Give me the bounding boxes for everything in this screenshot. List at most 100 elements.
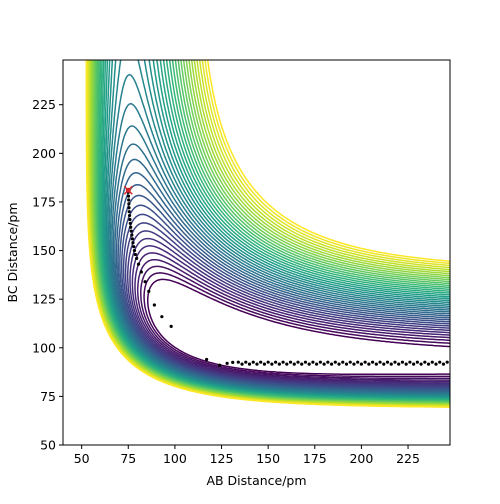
contour-line bbox=[119, 194, 450, 391]
trajectory-point bbox=[127, 206, 131, 210]
trajectory-point bbox=[300, 362, 304, 366]
trajectory-point bbox=[397, 362, 401, 366]
trajectory-point bbox=[205, 357, 209, 362]
trajectory-point bbox=[348, 360, 352, 364]
trajectory-point bbox=[385, 360, 390, 364]
trajectory-point bbox=[400, 360, 405, 364]
trajectory-point bbox=[277, 362, 281, 366]
trajectory-point bbox=[363, 360, 367, 364]
x-tick-label: 200 bbox=[349, 451, 373, 466]
trajectory-point bbox=[225, 361, 229, 365]
trajectory-point bbox=[266, 360, 270, 364]
contour-line bbox=[140, 265, 450, 380]
y-tick-label: 100 bbox=[32, 340, 56, 355]
y-tick-label: 150 bbox=[32, 243, 56, 258]
trajectory-point bbox=[240, 362, 244, 366]
trajectory-point bbox=[430, 360, 434, 364]
trajectory-point bbox=[127, 198, 131, 202]
trajectory-point bbox=[303, 360, 308, 364]
contour-line bbox=[131, 245, 450, 384]
trajectory-point bbox=[292, 362, 296, 366]
trajectory-point bbox=[356, 360, 360, 364]
trajectory-point bbox=[136, 262, 141, 266]
trajectory-point bbox=[218, 363, 222, 367]
trajectory-point bbox=[247, 362, 252, 366]
trajectory-point bbox=[131, 241, 135, 245]
trajectory-point bbox=[132, 248, 137, 253]
trajectory-point bbox=[415, 360, 419, 364]
trajectory-point bbox=[274, 360, 278, 364]
trajectory-point bbox=[169, 324, 173, 328]
contour-line bbox=[120, 204, 450, 390]
contour-line bbox=[136, 258, 450, 381]
trajectory-point bbox=[352, 362, 356, 366]
trajectory-point bbox=[412, 362, 416, 366]
trajectory-point bbox=[296, 360, 300, 364]
trajectory-point bbox=[307, 362, 311, 366]
plot-area bbox=[85, 60, 450, 408]
trajectory-point bbox=[329, 362, 334, 366]
trajectory-point bbox=[231, 360, 235, 364]
x-tick-label: 225 bbox=[396, 451, 420, 466]
trajectory-point bbox=[389, 362, 393, 366]
trajectory-point bbox=[393, 360, 397, 364]
y-tick-label: 125 bbox=[32, 292, 56, 307]
trajectory-point bbox=[143, 280, 147, 284]
trajectory-point bbox=[127, 210, 131, 214]
x-tick-label: 175 bbox=[303, 451, 327, 466]
contour-line bbox=[122, 213, 450, 389]
trajectory-point bbox=[160, 315, 164, 319]
trajectory-point bbox=[133, 252, 137, 257]
trajectory-point bbox=[419, 362, 423, 366]
y-tick-label: 175 bbox=[32, 194, 56, 209]
trajectory-point bbox=[441, 362, 446, 366]
trajectory-point bbox=[132, 245, 136, 249]
trajectory-point bbox=[408, 360, 412, 364]
trajectory-point bbox=[255, 362, 259, 366]
trajectory-point bbox=[434, 362, 438, 366]
trajectory-point bbox=[371, 360, 375, 364]
trajectory-point bbox=[378, 360, 382, 364]
y-tick-label: 225 bbox=[32, 97, 56, 112]
trajectory-point bbox=[128, 217, 132, 222]
trajectory-point bbox=[344, 362, 349, 366]
trajectory-point bbox=[374, 362, 378, 366]
trajectory-point bbox=[270, 362, 274, 366]
contour-line bbox=[129, 237, 450, 386]
trajectory-point bbox=[152, 303, 156, 307]
contour-line bbox=[115, 172, 450, 393]
trajectory-point bbox=[326, 360, 330, 364]
trajectory-point bbox=[129, 225, 133, 229]
trajectory-point bbox=[236, 360, 240, 364]
trajectory-point bbox=[322, 362, 326, 366]
contour-line bbox=[117, 183, 450, 392]
trajectory-point bbox=[251, 360, 255, 364]
trajectory-point bbox=[285, 362, 289, 366]
trajectory-point bbox=[129, 229, 133, 233]
x-tick-label: 125 bbox=[210, 451, 234, 466]
contour-line bbox=[126, 230, 450, 387]
trajectory-point bbox=[128, 221, 132, 225]
contour-line bbox=[146, 278, 450, 376]
contour-line bbox=[134, 252, 450, 383]
y-tick-label: 200 bbox=[32, 146, 56, 161]
contour-line bbox=[85, 60, 450, 408]
axes-frame bbox=[62, 59, 451, 446]
trajectory-point bbox=[318, 360, 322, 364]
trajectory-point bbox=[382, 362, 386, 366]
trajectory-point bbox=[311, 360, 315, 364]
trajectory-point bbox=[281, 360, 285, 364]
trajectory-point bbox=[445, 360, 449, 364]
trajectory-point bbox=[259, 360, 263, 364]
x-tick-label: 50 bbox=[74, 451, 90, 466]
trajectory-point bbox=[126, 194, 131, 198]
x-tick-label: 150 bbox=[256, 451, 280, 466]
trajectory-point bbox=[130, 237, 134, 241]
trajectory-point bbox=[147, 289, 151, 293]
trajectory-point bbox=[139, 270, 143, 274]
y-tick-label: 75 bbox=[40, 389, 56, 404]
trajectory-point bbox=[244, 360, 248, 364]
y-axis-label: BC Distance/pm bbox=[5, 202, 20, 302]
